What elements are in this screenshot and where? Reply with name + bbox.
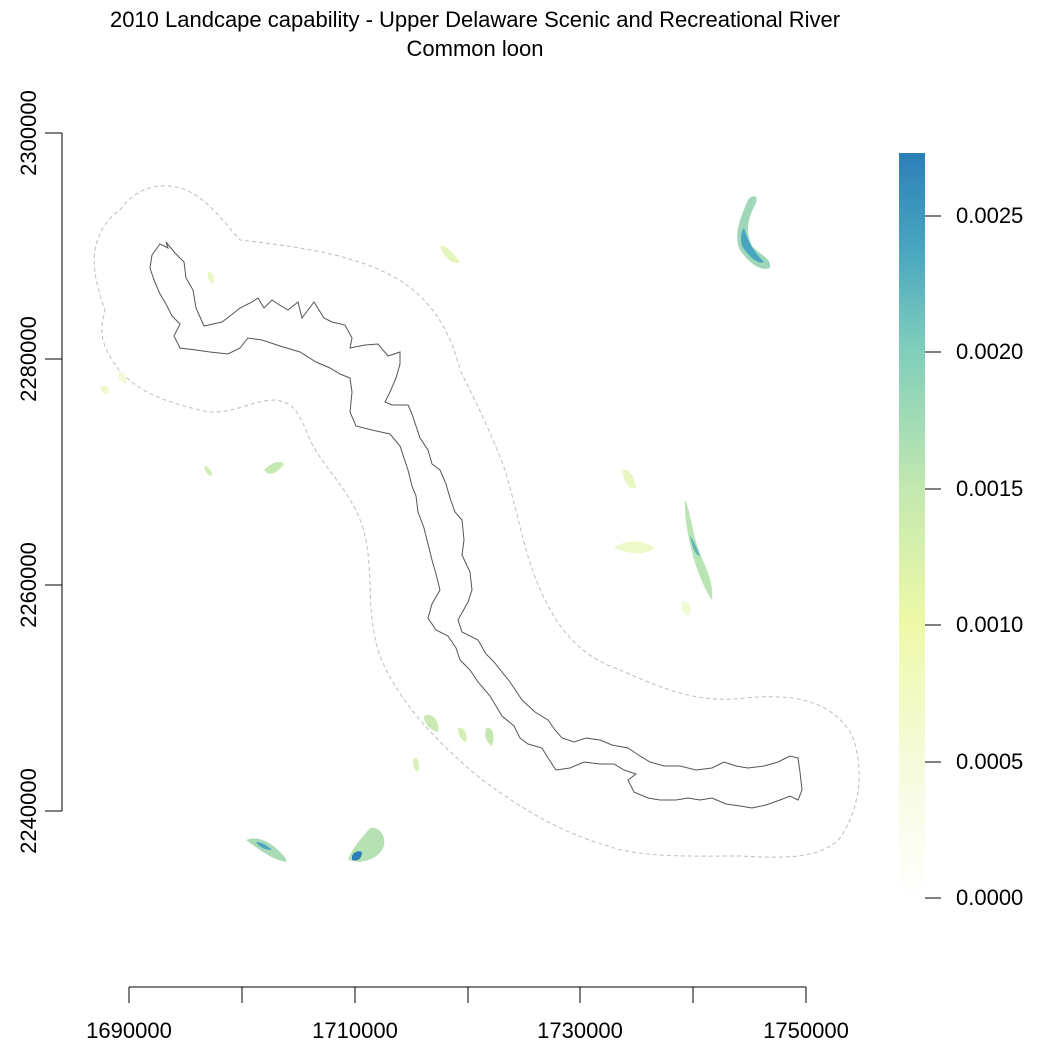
legend-label-4: 0.0020 — [956, 339, 1023, 364]
x-tick-label-1730000: 1730000 — [537, 1018, 623, 1043]
patch-east-mid — [614, 541, 655, 554]
patch-south-1 — [424, 714, 439, 732]
x-tick-label-1750000: 1750000 — [763, 1018, 849, 1043]
legend-label-0: 0.0000 — [956, 885, 1023, 910]
patch-east-strip-core — [690, 535, 700, 556]
x-axis: 1690000 1710000 1730000 1750000 — [86, 986, 849, 1043]
y-tick-label-2260000: 2260000 — [16, 542, 41, 628]
patch-north-mid — [440, 245, 460, 264]
legend-label-3: 0.0015 — [956, 476, 1023, 501]
legend-label-2: 0.0010 — [956, 612, 1023, 637]
legend: 0.0000 0.0005 0.0010 0.0015 0.0020 0.002… — [899, 153, 1023, 910]
patch-east-low — [681, 601, 691, 616]
patch-west-2 — [204, 466, 212, 476]
patch-south-bottom-core — [352, 851, 362, 861]
capability-patches — [100, 196, 771, 862]
y-axis: 2300000 2280000 2260000 2240000 — [16, 90, 63, 854]
patch-west-3 — [100, 385, 109, 394]
buffer-outline — [93, 185, 860, 858]
patch-east-upper — [622, 469, 636, 489]
patch-south-2 — [458, 727, 467, 742]
y-tick-label-2240000: 2240000 — [16, 768, 41, 854]
x-tick-label-1710000: 1710000 — [312, 1018, 398, 1043]
patch-south-3 — [485, 727, 494, 746]
y-tick-label-2280000: 2280000 — [16, 316, 41, 402]
legend-label-1: 0.0005 — [956, 749, 1023, 774]
river-boundary — [149, 241, 803, 809]
x-tick-label-1690000: 1690000 — [86, 1018, 172, 1043]
map-title-line2: Common loon — [407, 36, 544, 61]
patch-south-4 — [413, 757, 419, 772]
patch-west-1 — [264, 462, 284, 474]
map-title-line1: 2010 Landcape capability - Upper Delawar… — [110, 7, 840, 32]
patch-northeast-core — [740, 228, 764, 263]
patch-southwest — [246, 838, 287, 862]
legend-colorbar — [899, 153, 925, 898]
patch-southwest-core — [256, 842, 272, 850]
y-tick-label-2300000: 2300000 — [16, 90, 41, 176]
legend-label-5: 0.0025 — [956, 203, 1023, 228]
patch-west-4 — [118, 372, 127, 384]
patch-nw-1 — [207, 271, 214, 284]
patch-east-strip — [684, 500, 713, 600]
